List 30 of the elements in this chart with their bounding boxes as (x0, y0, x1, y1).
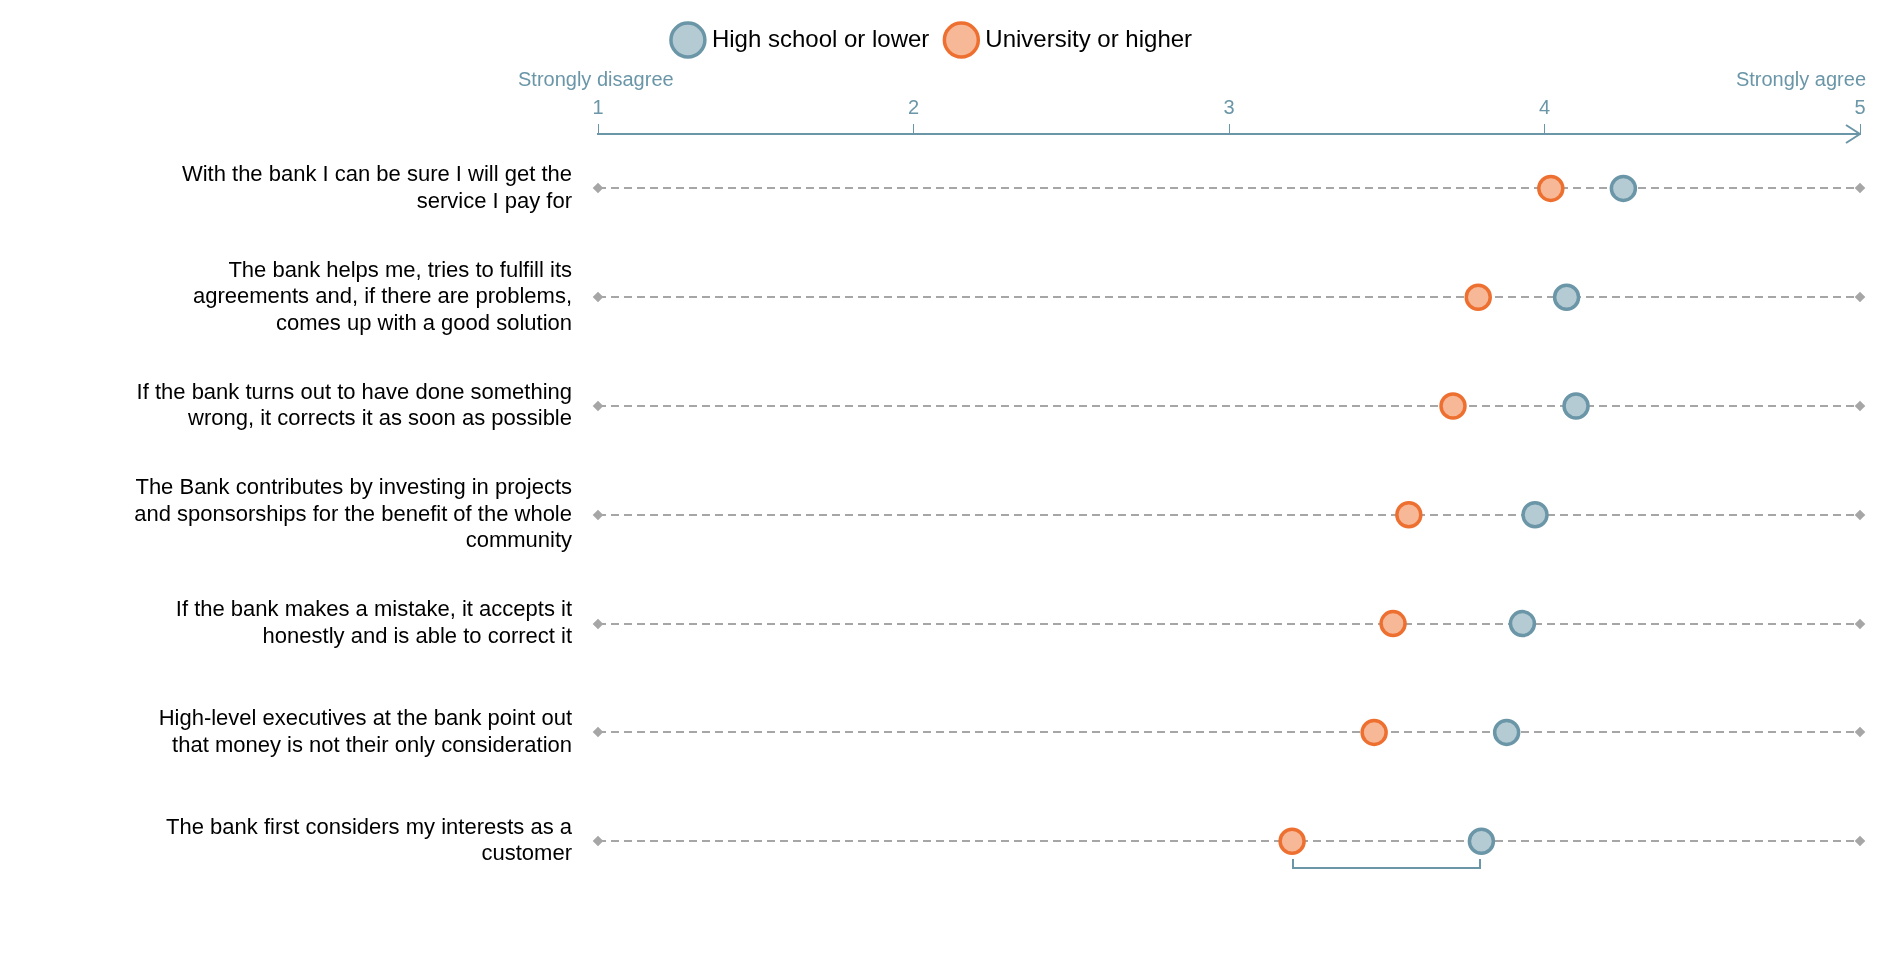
y-tick-label: If the bank makes a mistake, it accepts it honestly and is able to correct it (175, 596, 572, 648)
point (1609, 174, 1638, 203)
y-tick-label: The bank helps me, tries to fulfill its agreements and, if there are problems, comes up with a good solution (192, 256, 572, 335)
x-tick-label: 4 (1538, 95, 1551, 118)
y-tick-label: With the bank I can be sure I will get the service I pay for (181, 161, 572, 213)
point (1439, 392, 1467, 420)
legend-label: High school or lower (711, 24, 930, 52)
point (1492, 718, 1521, 747)
point (1360, 718, 1388, 747)
text: Strongly agree (1735, 67, 1866, 90)
point (1508, 609, 1537, 638)
point (1521, 501, 1549, 529)
point (1278, 827, 1306, 855)
y-tick-label: The bank first considers my interests as a customer (166, 814, 573, 866)
x-tick-label: 2 (907, 95, 920, 118)
y-tick-label: High-level executives at the bank point out that money is not their only consideration (158, 705, 572, 757)
point (1467, 827, 1496, 855)
point (1562, 392, 1590, 420)
text: Strongly disagree (518, 67, 674, 90)
point (1464, 283, 1492, 311)
y-tick-label: The Bank contributes by investing in projects and sponsorships for the benefit of the whole community (134, 474, 572, 553)
point (1552, 283, 1581, 311)
x-tick-label: 3 (1223, 95, 1235, 118)
y-tick-label: If the bank turns out to have done something wrong, it corrects it as soon as possible (136, 378, 572, 431)
point (1395, 501, 1423, 529)
x-tick-label: 1 (592, 95, 604, 118)
x-tick-label: 5 (1854, 95, 1866, 118)
point (1537, 174, 1565, 203)
point (1379, 609, 1407, 638)
legend-label: University or higher (985, 24, 1193, 52)
